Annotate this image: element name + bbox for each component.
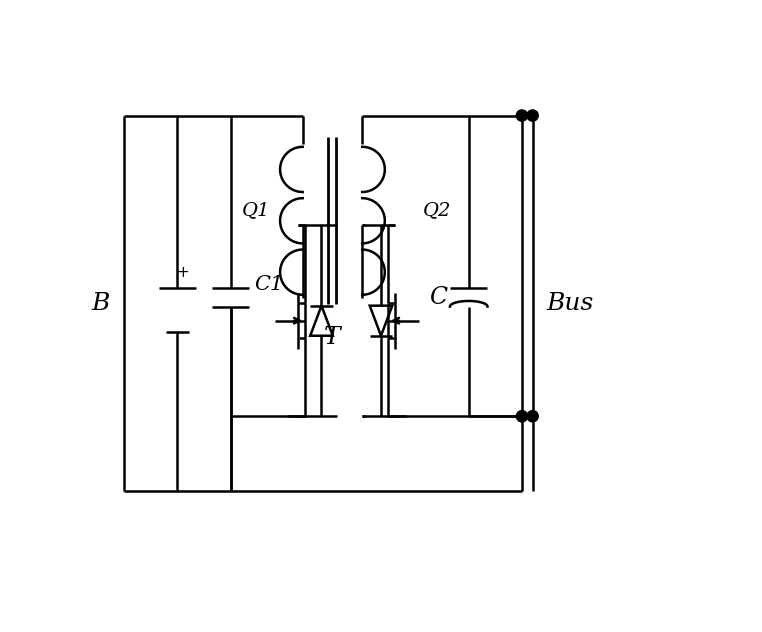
Text: Q1: Q1 xyxy=(242,201,270,219)
Text: C1: C1 xyxy=(255,275,283,294)
Text: C: C xyxy=(430,286,448,308)
Text: +: + xyxy=(176,265,189,279)
Text: B: B xyxy=(91,292,110,315)
Text: Bus: Bus xyxy=(546,292,594,315)
Circle shape xyxy=(517,110,527,121)
Text: Q2: Q2 xyxy=(423,201,452,219)
Text: T: T xyxy=(324,326,341,349)
Circle shape xyxy=(527,411,538,422)
Circle shape xyxy=(527,110,538,121)
Circle shape xyxy=(517,411,527,422)
